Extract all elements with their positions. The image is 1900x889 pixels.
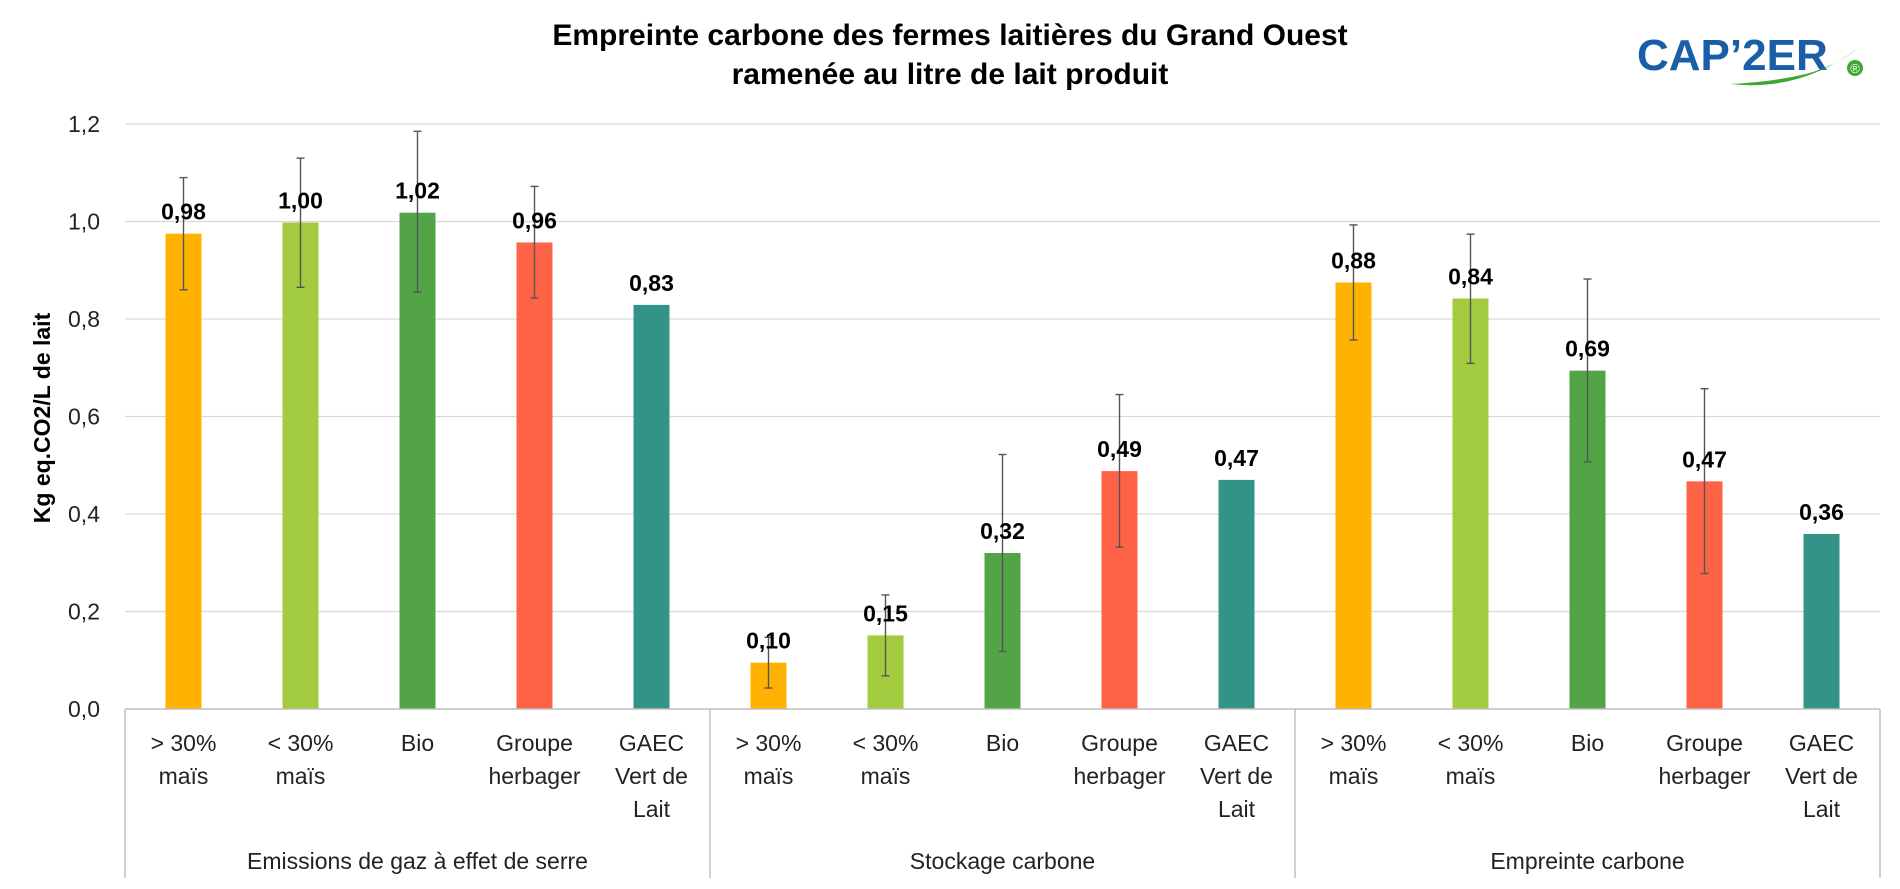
error-bar xyxy=(1349,224,1358,341)
category-label: maïs xyxy=(1446,763,1496,789)
category-label: < 30% xyxy=(853,730,919,756)
data-label: 0,32 xyxy=(980,518,1025,544)
category-label: Bio xyxy=(1571,730,1604,756)
category-label: Groupe xyxy=(1081,730,1158,756)
y-axis-label: Kg eq.CO2/L de lait xyxy=(29,312,55,523)
data-label: 0,10 xyxy=(746,628,791,654)
error-bar xyxy=(1466,233,1475,365)
error-bar xyxy=(296,157,305,289)
category-label: Vert de xyxy=(615,763,688,789)
error-bar xyxy=(413,130,422,293)
category-label: GAEC xyxy=(1789,730,1854,756)
category-label: maïs xyxy=(159,763,209,789)
category-label: GAEC xyxy=(619,730,684,756)
error-bar xyxy=(1583,278,1592,463)
error-bar xyxy=(1115,393,1124,548)
y-tick-label: 1,2 xyxy=(68,111,100,137)
bar xyxy=(282,222,319,709)
bar xyxy=(399,212,436,709)
bar xyxy=(1335,282,1372,709)
data-label: 0,98 xyxy=(161,199,206,225)
category-label: Vert de xyxy=(1785,763,1858,789)
category-label: < 30% xyxy=(268,730,334,756)
y-tick-label: 0,4 xyxy=(68,501,100,527)
y-tick-label: 0,2 xyxy=(68,599,100,625)
error-bar xyxy=(881,594,890,677)
logo-swoosh-icon xyxy=(1730,48,1858,86)
data-label: 0,84 xyxy=(1448,264,1493,290)
group-label: Emissions de gaz à effet de serre xyxy=(247,848,588,874)
logo-text: CAP’2ER xyxy=(1637,31,1828,80)
bar xyxy=(165,233,202,709)
category-label: Bio xyxy=(986,730,1019,756)
error-bar xyxy=(998,453,1007,653)
category-label: Bio xyxy=(401,730,434,756)
category-label: herbager xyxy=(1073,763,1165,789)
y-tick-label: 0,0 xyxy=(68,696,100,722)
data-label: 0,36 xyxy=(1799,499,1844,525)
chart-title-line-2: ramenée au litre de lait produit xyxy=(732,58,1169,91)
y-tick-label: 0,8 xyxy=(68,306,100,332)
category-label: Groupe xyxy=(496,730,573,756)
logo-registered-mark: ® xyxy=(1850,61,1860,76)
chart-title-line-1: Empreinte carbone des fermes laitières d… xyxy=(552,19,1347,52)
data-label: 0,83 xyxy=(629,270,674,296)
y-tick-label: 0,6 xyxy=(68,404,100,430)
category-label: herbager xyxy=(488,763,580,789)
data-label: 0,15 xyxy=(863,600,908,626)
group-label: Empreinte carbone xyxy=(1490,848,1684,874)
error-bar xyxy=(764,636,773,689)
logo-registered-icon xyxy=(1847,60,1863,76)
bars: 0,98 1,00 1,02 0,96 0,83 0,10 0,15 0,32 0,49 0,47… xyxy=(161,130,1844,709)
category-label: GAEC xyxy=(1204,730,1269,756)
category-label: Lait xyxy=(1803,796,1841,822)
category-label: maïs xyxy=(861,763,911,789)
category-label: herbager xyxy=(1658,763,1750,789)
error-bar xyxy=(1700,388,1709,575)
category-label: < 30% xyxy=(1438,730,1504,756)
error-bar xyxy=(179,176,188,291)
category-label: Lait xyxy=(633,796,671,822)
x-axis: > 30% maïs < 30% maïs Bio Groupe herbager GAEC V… xyxy=(124,708,1881,878)
category-label: maïs xyxy=(276,763,326,789)
data-label: 0,47 xyxy=(1214,445,1259,471)
category-label: maïs xyxy=(744,763,794,789)
y-tick-label: 1,0 xyxy=(68,209,100,235)
data-label: 0,88 xyxy=(1331,247,1376,273)
bar xyxy=(1803,533,1840,709)
cap2er-logo: CAP’2ER ® xyxy=(1637,31,1863,86)
y-axis-ticks: 0,0 0,2 0,4 0,6 0,8 1,0 1,2 xyxy=(68,111,100,722)
category-label: > 30% xyxy=(151,730,217,756)
bar xyxy=(516,242,553,709)
error-bar xyxy=(530,185,539,299)
category-label: > 30% xyxy=(1321,730,1387,756)
bar xyxy=(1218,479,1255,709)
data-label: 0,96 xyxy=(512,207,557,233)
data-label: 1,02 xyxy=(395,178,440,204)
data-label: 0,47 xyxy=(1682,446,1727,472)
data-label: 0,49 xyxy=(1097,436,1142,462)
category-label: > 30% xyxy=(736,730,802,756)
data-label: 1,00 xyxy=(278,187,323,213)
bar xyxy=(633,304,670,709)
category-label: Groupe xyxy=(1666,730,1743,756)
data-label: 0,69 xyxy=(1565,336,1610,362)
category-label: Vert de xyxy=(1200,763,1273,789)
group-label: Stockage carbone xyxy=(910,848,1095,874)
bar xyxy=(1452,298,1489,709)
category-label: maïs xyxy=(1329,763,1379,789)
category-label: Lait xyxy=(1218,796,1256,822)
